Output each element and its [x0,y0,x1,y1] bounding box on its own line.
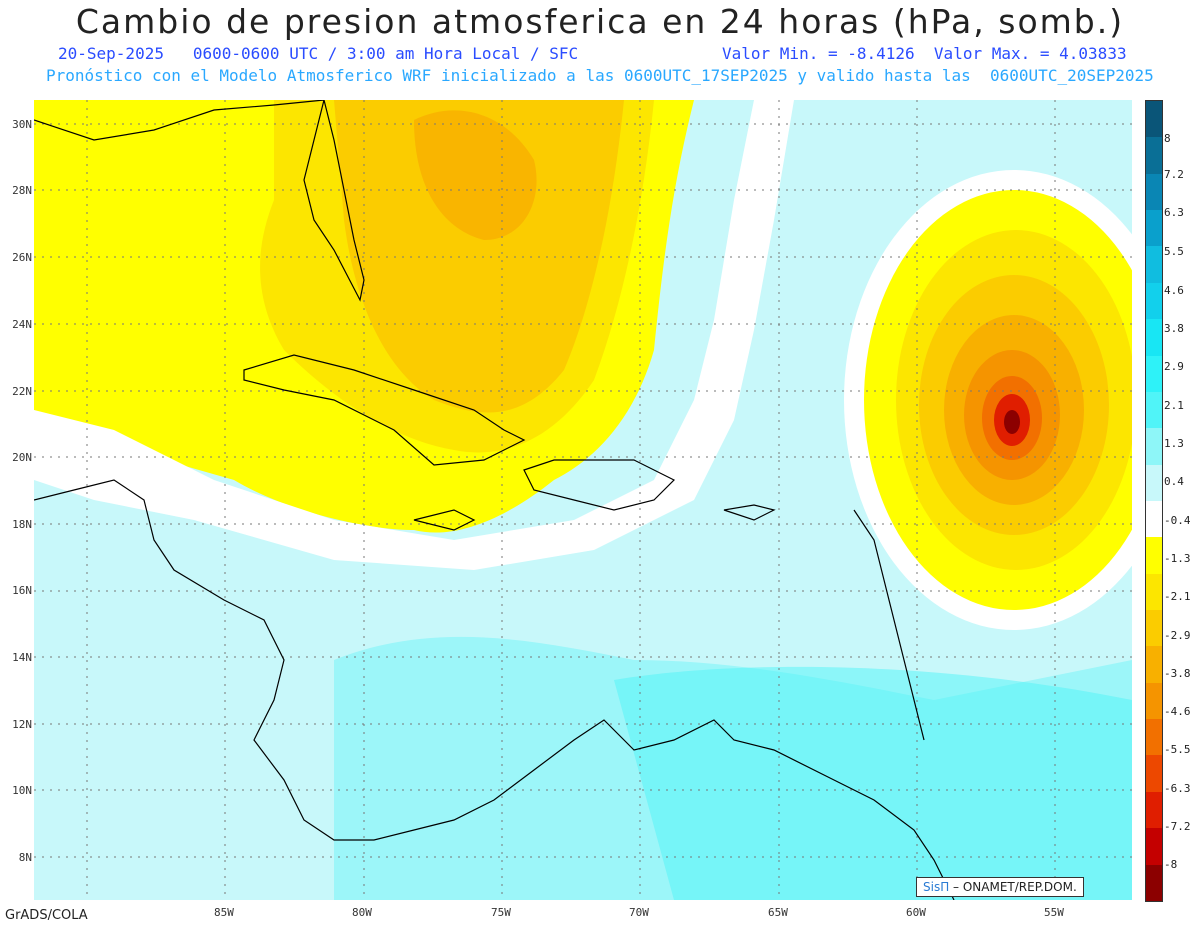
colorbar-tick: -7.2 [1164,820,1191,833]
colorbar-segment [1146,755,1162,792]
valid-time-line: 20-Sep-2025 0600-0600 UTC / 3:00 am Hora… [58,44,1127,63]
colorbar-segment [1146,246,1162,283]
lon-label: 60W [906,906,926,919]
colorbar-tick: -3.8 [1164,667,1191,680]
lat-label: 10N [12,784,32,797]
colorbar-tick: -0.4 [1164,514,1191,527]
colorbar-segment [1146,282,1162,320]
pressure-change-map [34,100,1132,900]
colorbar-segment [1146,864,1162,901]
lon-label: 65W [768,906,788,919]
colorbar-tick: 2.1 [1164,399,1184,412]
colorbar-segment [1146,319,1162,356]
colorbar-segment [1146,828,1162,865]
colorbar-segment [1146,646,1162,683]
lon-label: 55W [1044,906,1064,919]
lat-label: 28N [12,184,32,197]
colorbar-tick: -8 [1164,858,1178,871]
colorbar-segment [1146,537,1162,574]
lat-label: 22N [12,385,32,398]
lon-label: 70W [629,906,649,919]
colorbar-segment [1146,573,1162,611]
colorbar-segment [1146,355,1162,392]
colorbar-segment [1146,719,1162,756]
colorbar-tick: 5.5 [1164,245,1184,258]
colorbar-tick: -5.5 [1164,743,1191,756]
colorbar-tick: 4.6 [1164,284,1184,297]
colorbar-tick: 3.8 [1164,322,1184,335]
colorbar-segment [1146,173,1162,211]
sispi-logo: SisΠ [923,880,950,894]
lat-label: 24N [12,318,32,331]
min-max-values: Valor Min. = -8.4126 Valor Max. = 4.0383… [722,44,1127,63]
map-title: Cambio de presion atmosferica en 24 hora… [75,2,1125,41]
colorbar-tick: 1.3 [1164,437,1184,450]
colorbar-segment [1146,682,1162,720]
colorbar-segment [1146,210,1162,247]
colorbar-tick: -2.9 [1164,629,1191,642]
colorbar-tick: 0.4 [1164,475,1184,488]
grads-credit: GrADS/COLA [5,908,88,923]
stamp-org: – ONAMET/REP.DOM. [949,880,1077,894]
lat-label: 14N [12,651,32,664]
lon-label: 80W [352,906,372,919]
valid-time: 20-Sep-2025 0600-0600 UTC / 3:00 am Hora… [58,44,579,63]
color-scale-bar [1145,100,1163,902]
colorbar-segment [1146,428,1162,465]
colorbar-tick: -2.1 [1164,590,1191,603]
colorbar-segment [1146,137,1162,174]
lat-label: 26N [12,251,32,264]
lat-label: 30N [12,118,32,131]
colorbar-segment [1146,791,1162,829]
colorbar-segment [1146,391,1162,429]
colorbar-segment [1146,500,1162,538]
colorbar-tick: 2.9 [1164,360,1184,373]
colorbar-tick: -1.3 [1164,552,1191,565]
colorbar-tick: -4.6 [1164,705,1191,718]
lon-label: 75W [491,906,511,919]
lat-label: 20N [12,451,32,464]
onamet-stamp: SisΠ – ONAMET/REP.DOM. [916,877,1084,897]
colorbar-tick: 8 [1164,132,1171,145]
lat-label: 18N [12,518,32,531]
colorbar-tick: 7.2 [1164,168,1184,181]
lon-label: 85W [214,906,234,919]
lat-label: 12N [12,718,32,731]
colorbar-tick: -6.3 [1164,782,1191,795]
lat-label: 16N [12,584,32,597]
colorbar-segment [1146,101,1162,138]
colorbar-tick: 6.3 [1164,206,1184,219]
colorbar-segment [1146,464,1162,501]
model-info-line: Pronóstico con el Modelo Atmosferico WRF… [46,66,1154,85]
colorbar-segment [1146,610,1162,647]
lat-label: 8N [18,851,32,864]
